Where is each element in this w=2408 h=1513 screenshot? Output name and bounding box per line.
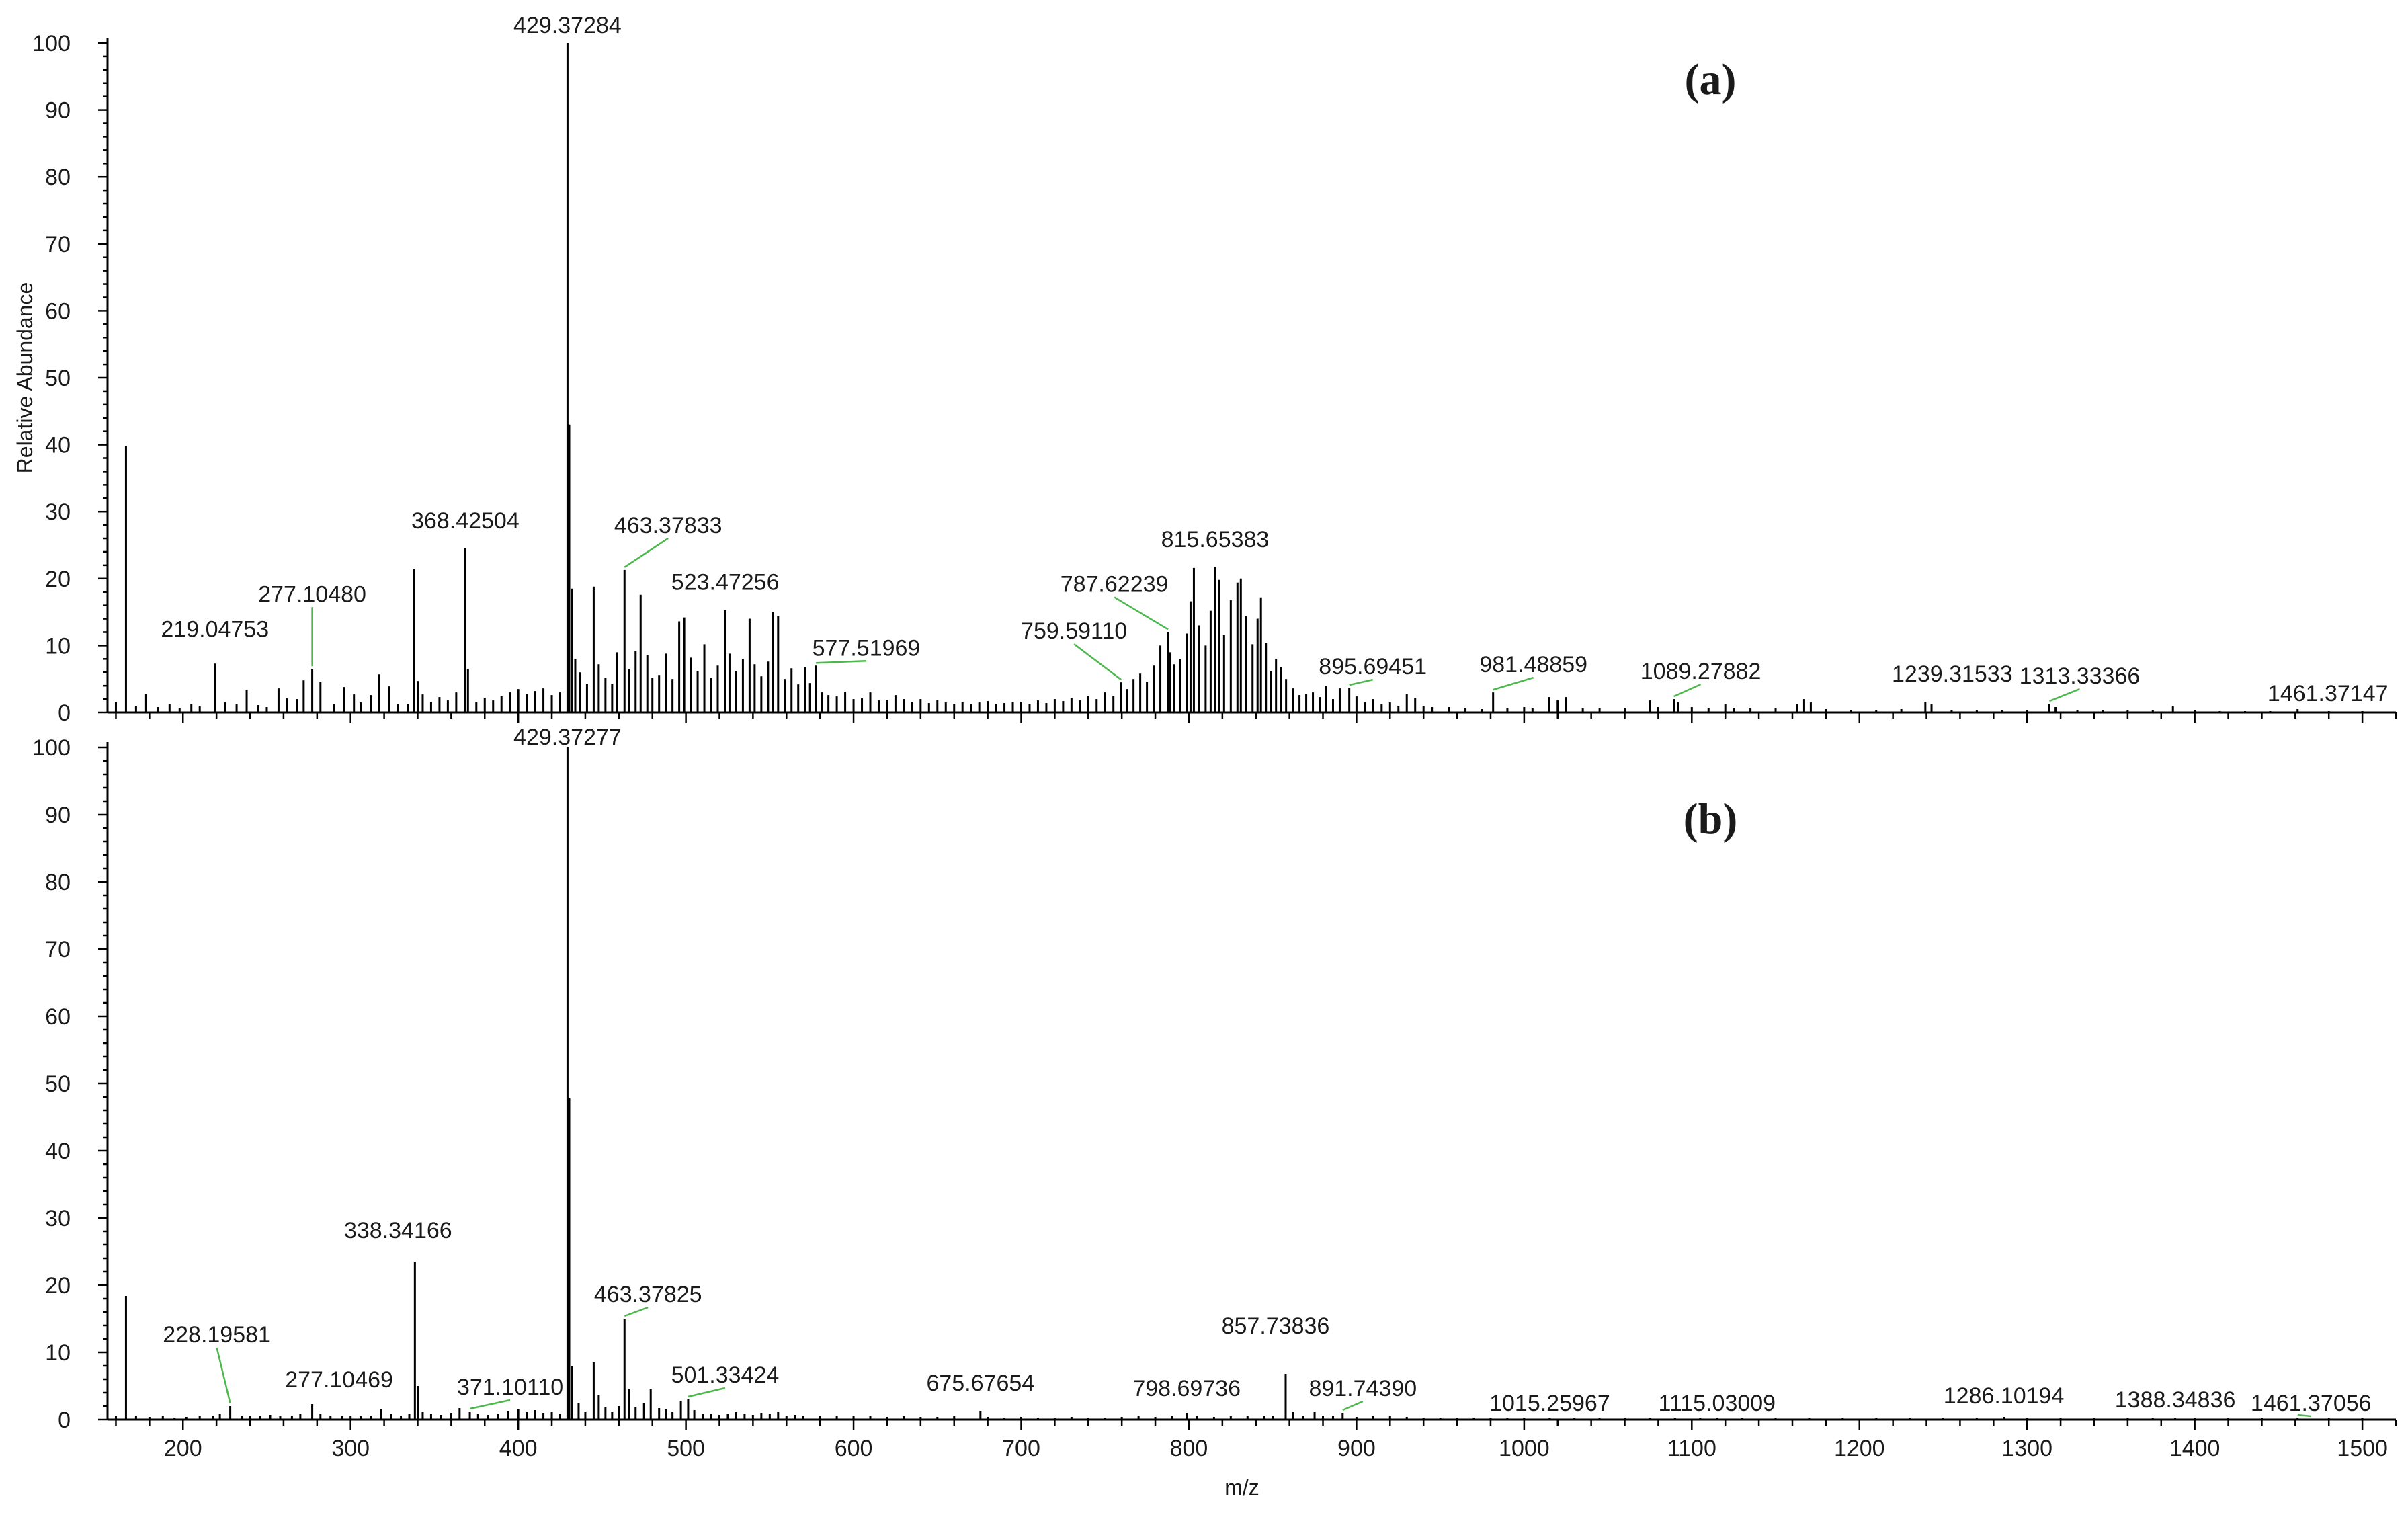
peak-label-leader (1114, 596, 1169, 630)
peak-label: 368.42504 (411, 508, 520, 534)
peak-label: 429.37277 (513, 725, 622, 750)
x-tick-label: 1200 (1834, 1436, 1885, 1461)
peak-label: 787.62239 (1061, 571, 1169, 597)
x-tick-label: 1500 (2337, 1436, 2388, 1461)
peak-label-leader (1673, 683, 1702, 698)
peak-label: 981.48859 (1479, 652, 1587, 678)
y-tick-label: 10 (45, 1340, 71, 1366)
x-tick-label: 500 (667, 1436, 705, 1461)
peak-label: 798.69736 (1132, 1376, 1241, 1401)
y-tick-label: 50 (45, 366, 71, 391)
peak-label: 501.33424 (671, 1362, 780, 1388)
peak-label: 371.10110 (457, 1375, 563, 1400)
peak-label: 463.37833 (614, 513, 722, 538)
peak-label-leader (1349, 678, 1373, 686)
peak-label: 1286.10194 (1944, 1383, 2065, 1409)
panel-label: (b) (1684, 794, 1738, 844)
peak-label-leader (2049, 688, 2080, 702)
x-tick-label: 900 (1337, 1436, 1376, 1461)
peak-label-leader (624, 1306, 649, 1317)
peak-label: 857.73836 (1222, 1313, 1330, 1339)
y-tick-label: 40 (45, 1139, 71, 1164)
peak-label: 891.74390 (1309, 1376, 1417, 1401)
peak-label-leader (1493, 676, 1534, 691)
y-tick-label: 90 (45, 98, 71, 124)
peak-label: 277.10480 (258, 581, 366, 607)
y-tick-label: 60 (45, 1004, 71, 1030)
peak-label: 1313.33366 (2020, 663, 2141, 689)
spectrum-panel-a: 0 10 20 30 40 50 60 70 80 90 100 Relative Abundance… (13, 13, 2397, 726)
x-tick-label: 300 (331, 1436, 370, 1461)
x-tick-label: 600 (835, 1436, 873, 1461)
x-tick-label: 1400 (2169, 1436, 2220, 1461)
spectrum-panel-b: 0 10 20 30 40 50 60 70 80 90 100 200 300 400 500 600 700… (32, 725, 2397, 1500)
peak-label-leader (624, 537, 669, 568)
peak-label: 1461.37056 (2251, 1391, 2372, 1416)
peak-label: 228.19581 (163, 1322, 271, 1348)
peak-label-leader (688, 1387, 726, 1398)
y-tick-label: 20 (45, 567, 71, 592)
y-tick-label: 70 (45, 937, 71, 963)
y-tick-label: 60 (45, 298, 71, 324)
peak-label: 1461.37147 (2268, 681, 2389, 706)
peak-label: 1388.34836 (2115, 1387, 2236, 1413)
y-tick-label: 0 (58, 700, 71, 726)
peak-label: 463.37825 (594, 1282, 702, 1307)
peak-label-leader (216, 1347, 231, 1404)
y-tick-label: 80 (45, 165, 71, 190)
peak-label: 523.47256 (671, 570, 780, 596)
peak-label: 1115.03009 (1659, 1391, 1776, 1416)
peak-label-leader (815, 660, 867, 664)
y-tick-label: 30 (45, 1206, 71, 1231)
peak-label: 219.04753 (161, 616, 269, 642)
y-tick-label: 100 (32, 31, 71, 56)
y-tick-label: 100 (32, 735, 71, 761)
peak-label-leader (2297, 1414, 2311, 1418)
y-tick-label: 30 (45, 499, 71, 525)
x-tick-label: 1300 (2001, 1436, 2052, 1461)
y-tick-label: 10 (45, 633, 71, 659)
y-tick-label: 0 (58, 1407, 71, 1433)
peak-label: 277.10469 (285, 1367, 393, 1393)
y-tick-label: 50 (45, 1071, 71, 1097)
x-tick-label: 400 (499, 1436, 538, 1461)
peak-label: 895.69451 (1319, 654, 1427, 680)
peak-label: 1089.27882 (1641, 659, 1761, 684)
y-axis-title: Relative Abundance (13, 282, 37, 474)
y-tick-label: 90 (45, 803, 71, 828)
peak-label: 1239.31533 (1892, 661, 2013, 687)
x-tick-label: 800 (1170, 1436, 1208, 1461)
x-tick-label: 200 (164, 1436, 202, 1461)
peak-label: 429.37284 (513, 13, 622, 38)
x-tick-label: 1100 (1667, 1436, 1716, 1461)
peak-label: 338.34166 (344, 1218, 452, 1243)
peak-label-leader (469, 1399, 511, 1410)
peak-label-leader (1342, 1400, 1364, 1412)
panel-label: (a) (1685, 55, 1737, 104)
y-tick-label: 70 (45, 232, 71, 257)
peak-label: 577.51969 (813, 635, 921, 661)
x-tick-label: 700 (1002, 1436, 1040, 1461)
y-tick-label: 20 (45, 1273, 71, 1299)
peak-label: 815.65383 (1161, 527, 1270, 553)
y-tick-label: 40 (45, 433, 71, 458)
y-tick-label: 80 (45, 870, 71, 895)
peak-label: 1015.25967 (1489, 1391, 1610, 1416)
peak-label: 759.59110 (1021, 618, 1127, 644)
x-axis-title: m/z (1224, 1475, 1259, 1500)
x-tick-label: 1000 (1499, 1436, 1550, 1461)
peak-label-leader (1073, 643, 1122, 681)
peak-label: 675.67654 (926, 1371, 1034, 1396)
